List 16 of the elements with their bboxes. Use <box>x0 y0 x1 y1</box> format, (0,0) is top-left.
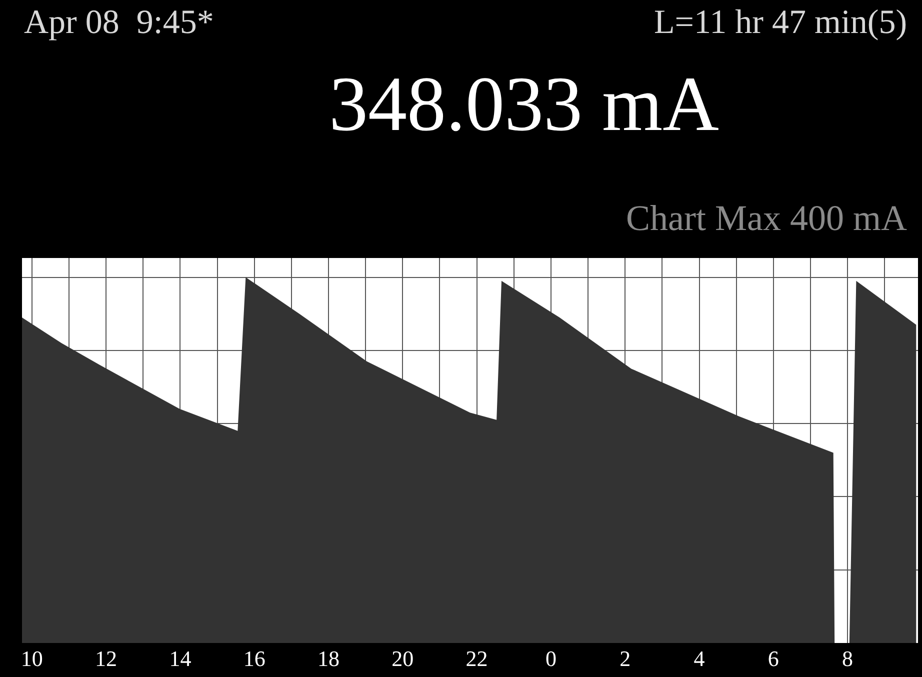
x-tick-label: 2 <box>620 646 631 671</box>
x-tick-label: 4 <box>694 646 705 671</box>
x-tick-label: 22 <box>466 646 488 671</box>
x-tick-label: 16 <box>243 646 266 671</box>
x-tick-label: 12 <box>95 646 118 671</box>
x-tick-label: 6 <box>768 646 779 671</box>
text: Apr 08 9:45* <box>24 4 214 41</box>
x-tick-label: 8 <box>842 646 854 671</box>
x-tick-label: 20 <box>392 646 414 671</box>
x-tick-label: 10 <box>20 646 43 671</box>
x-tick-label: 18 <box>317 646 340 671</box>
x-tick-label: 14 <box>169 646 192 671</box>
text: L=11 hr 47 min(5) <box>654 4 908 41</box>
text: Chart Max 400 mA <box>626 198 907 238</box>
x-tick-label: 0 <box>545 646 556 671</box>
text: 348.033 mA <box>329 60 719 147</box>
